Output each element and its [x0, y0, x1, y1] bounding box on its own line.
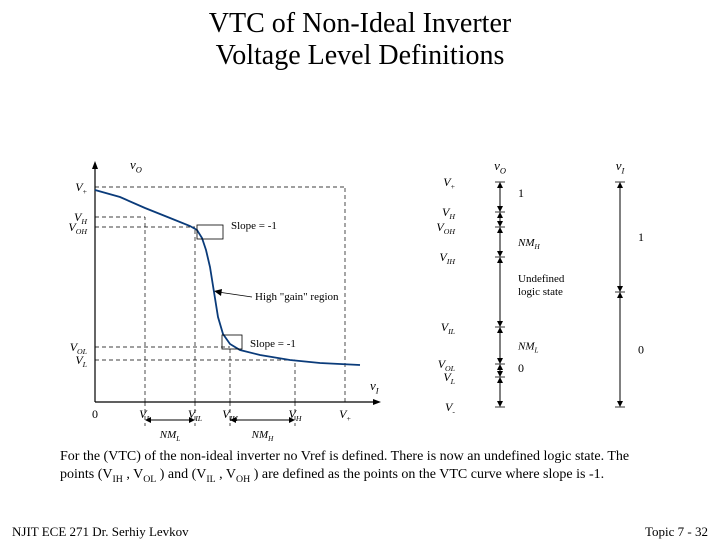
svg-text:NMH: NMH — [517, 237, 541, 251]
svg-text:Slope = -1: Slope = -1 — [250, 338, 296, 350]
svg-text:High "gain" region: High "gain" region — [255, 291, 339, 303]
svg-text:vI: vI — [370, 378, 380, 395]
caption-text: For the (VTC) of the non-ideal inverter … — [60, 448, 660, 486]
svg-text:VH: VH — [442, 205, 455, 221]
svg-text:V+: V+ — [75, 180, 87, 196]
svg-text:V+: V+ — [443, 175, 455, 191]
svg-text:V-: V- — [445, 400, 455, 416]
svg-text:0: 0 — [518, 361, 524, 375]
svg-text:Undefined: Undefined — [518, 273, 565, 285]
svg-text:1: 1 — [518, 186, 524, 200]
svg-text:NMH: NMH — [251, 429, 275, 442]
svg-text:V+: V+ — [339, 407, 351, 423]
svg-text:VOH: VOH — [436, 220, 455, 236]
title-line1: VTC of Non-Ideal Inverter — [209, 8, 511, 39]
svg-text:logic state: logic state — [518, 286, 563, 298]
svg-text:NML: NML — [517, 341, 539, 355]
svg-text:vO: vO — [494, 158, 506, 175]
svg-text:VIL: VIL — [441, 320, 455, 336]
svg-text:0: 0 — [638, 343, 644, 357]
diagram-area: vOvIV+VHVOHVOLVL0VLVILVIHVHV+Slope = -1S… — [0, 82, 720, 442]
svg-text:1: 1 — [638, 230, 644, 244]
svg-text:VH: VH — [74, 210, 87, 226]
diagram-svg: vOvIV+VHVOHVOLVL0VLVILVIHVHV+Slope = -1S… — [0, 82, 720, 442]
svg-text:Slope = -1: Slope = -1 — [231, 220, 277, 232]
svg-text:vI: vI — [616, 158, 626, 175]
title-line2: Voltage Level Definitions — [216, 40, 505, 71]
svg-text:NML: NML — [159, 429, 181, 442]
svg-text:vO: vO — [130, 157, 142, 174]
svg-text:VIH: VIH — [439, 250, 455, 266]
svg-text:0: 0 — [92, 407, 98, 421]
footer-right: Topic 7 - 32 — [645, 524, 708, 540]
page-title: VTC of Non-Ideal Inverter Voltage Level … — [0, 8, 720, 72]
footer-left: NJIT ECE 271 Dr. Serhiy Levkov — [12, 524, 189, 540]
